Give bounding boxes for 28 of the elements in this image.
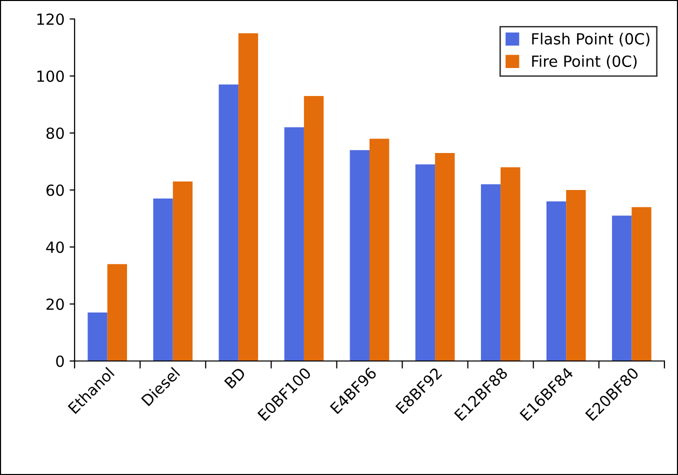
bar: [218, 84, 238, 361]
bar: [415, 164, 436, 361]
y-tick-label: 0: [56, 355, 64, 368]
bar: [566, 190, 586, 361]
bar: [435, 152, 455, 361]
x-tick-label: BD: [224, 366, 246, 389]
legend-label: Flash Point (0C): [532, 32, 650, 46]
y-tick-label: 120: [37, 13, 64, 26]
bar: [88, 312, 108, 361]
bar: [238, 33, 258, 361]
bar: [546, 201, 566, 361]
bar: [612, 216, 632, 361]
bar: [304, 96, 324, 361]
y-tick-label: 100: [37, 70, 64, 82]
bar: [632, 207, 652, 361]
bar: [370, 138, 390, 361]
bar: [500, 167, 520, 361]
bar: [153, 198, 173, 361]
y-tick-label: 20: [46, 298, 64, 310]
legend-label: Fire Point (0C): [532, 55, 637, 69]
y-tick-label: 60: [46, 184, 64, 196]
bar: [284, 127, 304, 361]
bar: [107, 264, 128, 361]
y-tick-label: 80: [46, 127, 64, 140]
bar: [480, 184, 501, 361]
y-tick-label: 40: [46, 241, 64, 254]
bar: [172, 181, 193, 361]
bar: [350, 150, 370, 361]
